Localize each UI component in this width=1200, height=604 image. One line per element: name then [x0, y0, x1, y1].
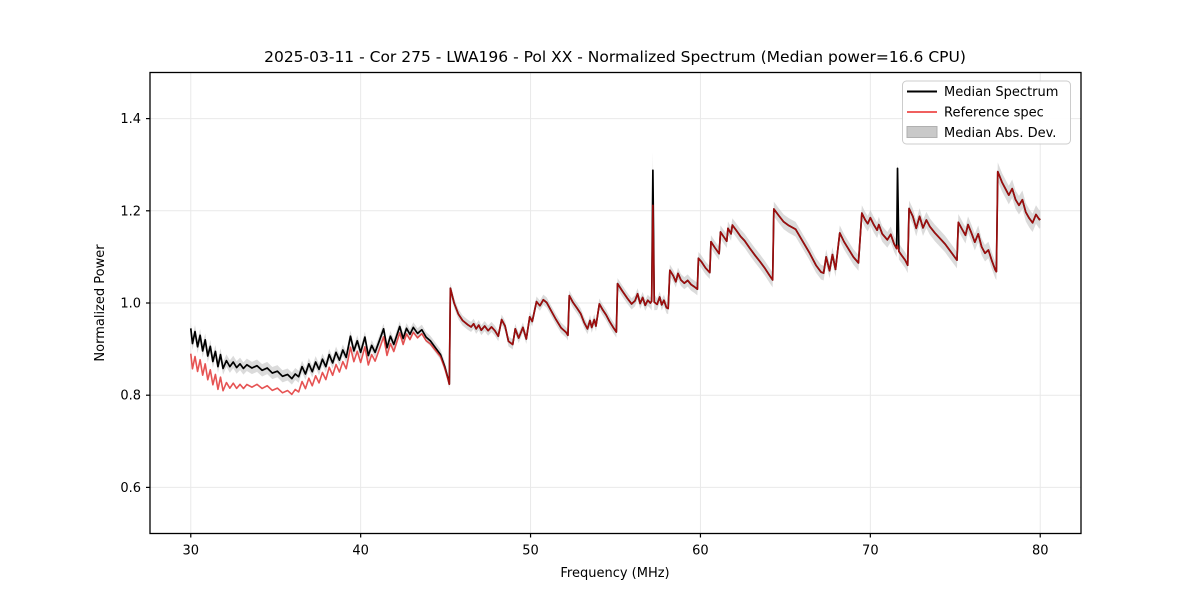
- y-axis-label: Normalized Power: [93, 244, 108, 362]
- x-tick-label: 60: [692, 544, 709, 559]
- legend-entry-reference: Reference spec: [907, 106, 1044, 121]
- x-tick-label: 70: [862, 544, 879, 559]
- x-tick-label: 30: [183, 544, 200, 559]
- legend: Median Spectrum Reference spec Median Ab…: [902, 80, 1071, 145]
- y-tick-label: 1.0: [120, 297, 141, 312]
- x-tick-label: 40: [352, 544, 369, 559]
- legend-entry-mad: Median Abs. Dev.: [906, 126, 1056, 141]
- x-axis-label: Frequency (MHz): [560, 566, 669, 581]
- legend-median-label: Median Spectrum: [944, 85, 1058, 100]
- y-tick-label: 1.2: [120, 204, 141, 219]
- x-tick-label: 80: [1032, 544, 1049, 559]
- reference-spec-line: [189, 170, 1041, 396]
- legend-entry-median: Median Spectrum: [907, 85, 1058, 100]
- chart-title: 2025-03-11 - Cor 275 - LWA196 - Pol XX -…: [264, 48, 966, 66]
- x-tick-label: 50: [522, 544, 539, 559]
- legend-box: [902, 80, 1071, 145]
- legend-reference-label: Reference spec: [944, 106, 1044, 121]
- y-tick-label: 0.8: [120, 389, 141, 404]
- y-tick-label: 0.6: [120, 481, 141, 496]
- y-tick-label: 1.4: [120, 112, 141, 127]
- axis-ticks: 30 40 50 60 70 80 0.6 0.8 1.0 1.2 1.4: [120, 112, 1048, 558]
- legend-mad-patch-swatch: [906, 126, 938, 138]
- legend-mad-label: Median Abs. Dev.: [944, 126, 1056, 141]
